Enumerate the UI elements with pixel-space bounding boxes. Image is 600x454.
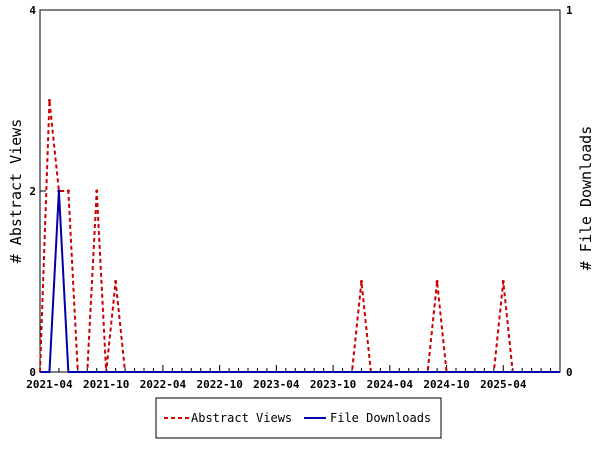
x-tick-label-2021-10: 2021-10 — [83, 378, 129, 391]
legend-box — [155, 397, 442, 439]
x-tick-label-2021-04: 2021-04 — [26, 378, 73, 391]
plot-frame — [39, 9, 561, 373]
x-tick-label-2023-10: 2023-10 — [310, 378, 356, 391]
x-tick-label-2025-04: 2025-04 — [480, 378, 527, 391]
data-point-abstract-views-2021-11 — [114, 280, 118, 283]
data-point-abstract-views-2021-06 — [66, 189, 70, 193]
x-tick-label-2022-10: 2022-10 — [196, 378, 242, 391]
data-point-file-downloads-2021-05 — [57, 189, 61, 193]
legend: Abstract Views File Downloads — [155, 397, 442, 439]
legend-label-abstract-views: Abstract Views — [191, 411, 292, 425]
left-tick-label-2: 2 — [29, 185, 36, 198]
data-point-abstract-views-2025-04 — [501, 280, 505, 283]
x-axis-labels: 2021-04 2021-10 2022-04 2022-10 2023-04 2023-… — [26, 378, 527, 391]
x-tick-label-2024-04: 2024-04 — [367, 378, 414, 391]
right-axis-title: # File Downloads — [577, 126, 595, 271]
legend-label-file-downloads: File Downloads — [330, 411, 431, 425]
data-point-abstract-views-2021-09 — [95, 189, 99, 193]
left-tick-label-4: 4 — [29, 4, 36, 17]
data-point-abstract-views-2024-09 — [435, 280, 439, 283]
data-point-abstract-views-2024-01 — [359, 280, 363, 283]
series-line-file-downloads — [40, 190, 560, 373]
x-tick-label-2022-04: 2022-04 — [140, 378, 187, 391]
plot-area — [39, 9, 561, 373]
series-layer — [39, 99, 560, 373]
right-tick-label-0: 0 — [566, 366, 573, 379]
data-point-abstract-views-2021-04 — [47, 99, 51, 102]
right-tick-label-1: 1 — [566, 4, 573, 17]
left-tick-label-0: 0 — [29, 366, 36, 379]
x-tick-label-2023-04: 2023-04 — [253, 378, 300, 391]
x-tick-label-2024-10: 2024-10 — [423, 378, 469, 391]
left-axis-title: # Abstract Views — [7, 119, 25, 264]
